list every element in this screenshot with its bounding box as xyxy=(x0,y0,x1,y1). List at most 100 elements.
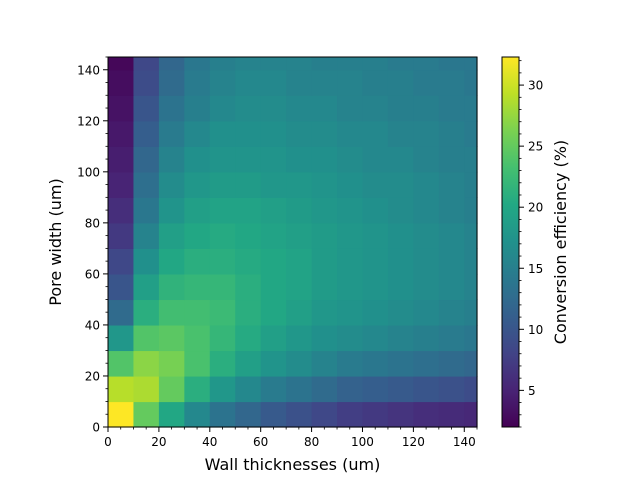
heatmap-cell xyxy=(260,222,287,249)
heatmap-cell xyxy=(184,95,211,122)
heatmap-cell xyxy=(209,273,236,301)
heatmap-cell xyxy=(413,69,440,96)
heatmap-cell xyxy=(235,57,262,71)
heatmap-cell xyxy=(158,222,185,249)
heatmap-cell xyxy=(464,57,478,71)
heatmap-cell xyxy=(235,324,262,352)
heatmap-cell xyxy=(209,171,236,198)
heatmap-cell xyxy=(286,324,313,352)
heatmap-cell xyxy=(337,248,364,275)
heatmap-cell xyxy=(311,350,338,377)
heatmap-cell xyxy=(337,273,364,301)
heatmap-cell xyxy=(158,299,185,326)
heatmap-cell xyxy=(438,171,465,198)
heatmap-cell xyxy=(209,350,236,377)
heatmap-cell xyxy=(260,120,287,147)
heatmap-cell xyxy=(337,222,364,249)
heatmap-cell xyxy=(362,95,389,122)
heatmap-cell xyxy=(387,120,414,147)
heatmap-cell xyxy=(438,146,465,173)
heatmap-cell xyxy=(387,197,414,224)
heatmap-cell xyxy=(286,146,313,173)
heatmap-cell xyxy=(235,375,262,403)
heatmap-cell xyxy=(158,120,185,147)
heatmap-cell xyxy=(108,197,135,224)
heatmap-cell xyxy=(209,57,236,71)
heatmap-cell xyxy=(260,95,287,122)
heatmap-cell xyxy=(311,57,338,71)
heatmap-cell xyxy=(438,324,465,352)
heatmap-cell xyxy=(413,197,440,224)
y-tick-label: 20 xyxy=(85,369,100,383)
heatmap-cell xyxy=(311,69,338,96)
y-tick-label: 120 xyxy=(77,114,100,128)
heatmap-cell xyxy=(108,401,135,428)
heatmap-cell xyxy=(311,146,338,173)
heatmap-cell xyxy=(209,222,236,249)
heatmap-cell xyxy=(337,401,364,428)
heatmap-cell xyxy=(158,375,185,403)
heatmap-cell xyxy=(286,197,313,224)
colorbar-tick-label: 25 xyxy=(528,140,543,154)
heatmap-cell xyxy=(438,57,465,71)
heatmap-cell xyxy=(209,197,236,224)
heatmap-cell xyxy=(133,171,160,198)
heatmap-cell xyxy=(286,95,313,122)
heatmap-cell xyxy=(184,57,211,71)
heatmap-cell xyxy=(260,197,287,224)
heatmap-cell xyxy=(413,95,440,122)
heatmap-cell xyxy=(387,375,414,403)
x-tick-label: 0 xyxy=(104,435,112,449)
colorbar: 5 10 15 20 25 30 xyxy=(501,56,543,428)
heatmap-cell xyxy=(235,401,262,428)
heatmap-cell xyxy=(108,273,135,301)
heatmap-cell xyxy=(108,222,135,249)
heatmap-cell xyxy=(260,171,287,198)
heatmap-cell xyxy=(464,146,478,173)
heatmap-cell xyxy=(311,197,338,224)
heatmap-cell xyxy=(337,197,364,224)
heatmap-cell xyxy=(133,350,160,377)
heatmap-cell xyxy=(260,69,287,96)
heatmap-cell xyxy=(387,273,414,301)
heatmap-cell xyxy=(311,273,338,301)
heatmap-cell xyxy=(108,57,135,71)
heatmap-cell xyxy=(184,222,211,249)
heatmap-cell xyxy=(438,95,465,122)
heatmap-cell xyxy=(133,197,160,224)
y-tick-label: 140 xyxy=(77,63,100,77)
heatmap-cell xyxy=(337,171,364,198)
heatmap-cell xyxy=(438,350,465,377)
plot-frame xyxy=(107,56,478,428)
heatmap-cell xyxy=(133,375,160,403)
heatmap-cells xyxy=(108,57,478,428)
heatmap-cell xyxy=(260,248,287,275)
heatmap-cell xyxy=(108,69,135,96)
heatmap-cell xyxy=(337,299,364,326)
heatmap-cell xyxy=(413,146,440,173)
heatmap-cell xyxy=(158,57,185,71)
y-tick-label: 100 xyxy=(77,165,100,179)
heatmap-cell xyxy=(108,171,135,198)
x-axis: 0 20 40 60 80 100 120 140 xyxy=(104,427,478,449)
heatmap-cell xyxy=(464,299,478,326)
heatmap-cell xyxy=(362,146,389,173)
heatmap-cell xyxy=(464,401,478,428)
heatmap-cell xyxy=(337,324,364,352)
heatmap-cell xyxy=(158,69,185,96)
heatmap-cell xyxy=(108,324,135,352)
heatmap-cell xyxy=(209,375,236,403)
heatmap-cell xyxy=(413,120,440,147)
heatmap-cell xyxy=(413,299,440,326)
heatmap-cell xyxy=(362,248,389,275)
heatmap-cell xyxy=(464,171,478,198)
y-axis-label: Pore width (um) xyxy=(46,178,65,305)
colorbar-gradient xyxy=(501,56,520,428)
heatmap-cell xyxy=(184,350,211,377)
heatmap-cell xyxy=(286,69,313,96)
colorbar-label: Conversion efficiency (%) xyxy=(551,140,570,344)
heatmap-cell xyxy=(362,171,389,198)
heatmap-cell xyxy=(184,171,211,198)
heatmap-cell xyxy=(464,69,478,96)
